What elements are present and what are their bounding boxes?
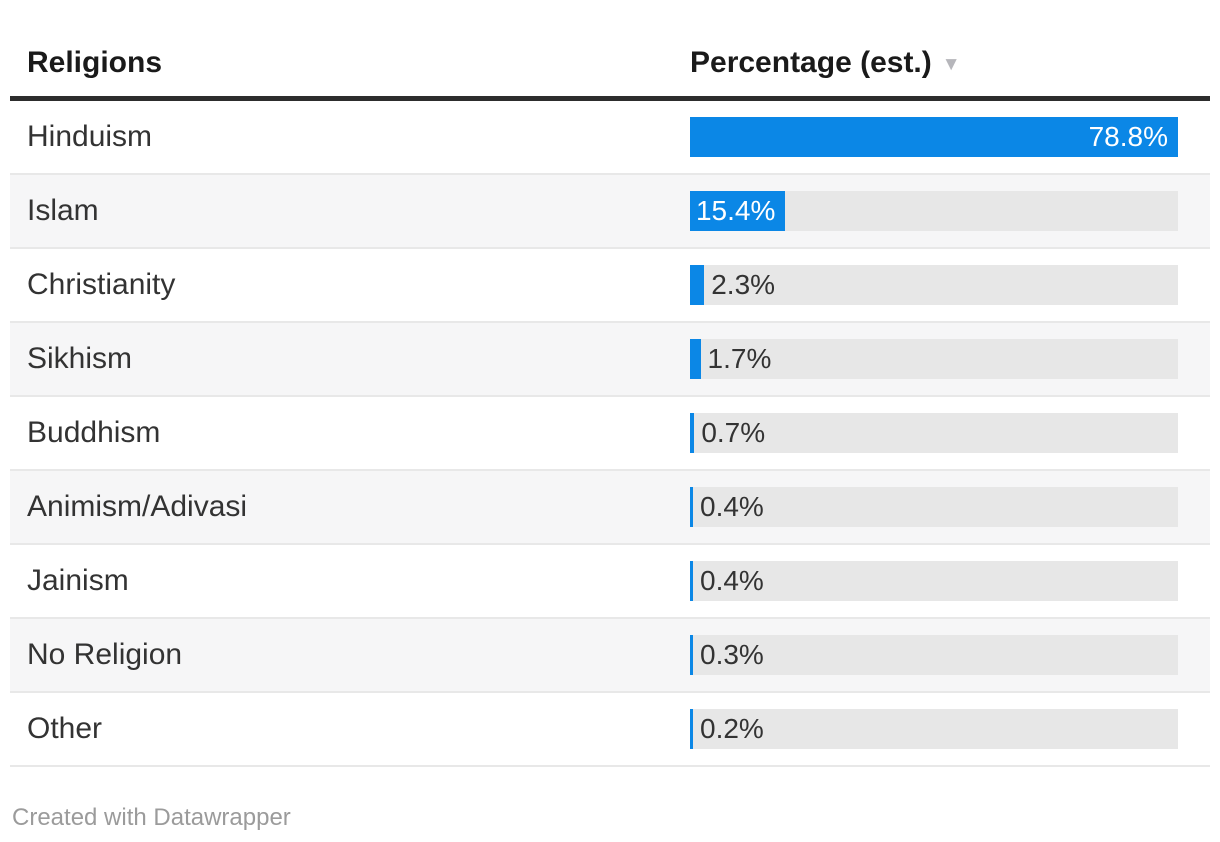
table-row: Hinduism 78.8% [10, 101, 1210, 175]
bar-value-label: 2.3% [711, 269, 776, 300]
religion-label: Sikhism [27, 342, 133, 375]
religion-label: Hinduism [27, 120, 153, 153]
bar-track: 0.4% [690, 487, 1178, 527]
bar [690, 635, 693, 675]
table-header-row: Religions Percentage (est.) ▼ [10, 0, 1210, 101]
bar-value-label: 15.4% [695, 195, 776, 226]
religion-label: Islam [27, 194, 99, 227]
bar-track: 0.2% [690, 709, 1178, 749]
bar [690, 487, 693, 527]
religion-label: Christianity [27, 268, 176, 301]
table-row: Islam 15.4% [10, 175, 1210, 249]
column-header-percentage[interactable]: Percentage (est.) ▼ [690, 48, 1178, 78]
bar-track: 15.4% [690, 191, 1178, 231]
bar-value-label: 78.8% [1088, 121, 1168, 152]
bar-value-label: 0.7% [701, 417, 766, 448]
religion-label: Animism/Adivasi [27, 490, 248, 523]
column-header-religions[interactable]: Religions [27, 46, 163, 79]
bar-value-label: 0.2% [700, 713, 764, 744]
bar-track: 0.3% [690, 635, 1178, 675]
table-row: Jainism 0.4% [10, 545, 1210, 619]
table-body: Hinduism 78.8% Islam 15.4% Christianity … [10, 101, 1210, 767]
bar-track: 0.7% [690, 413, 1178, 453]
religion-label: Buddhism [27, 416, 161, 449]
bar [690, 339, 701, 379]
religion-label: Other [27, 712, 103, 745]
table-row: Other 0.2% [10, 693, 1210, 767]
table-row: Animism/Adivasi 0.4% [10, 471, 1210, 545]
bar-track: 2.3% [690, 265, 1178, 305]
bar-value-label: 0.4% [700, 491, 764, 522]
table-row: Christianity 2.3% [10, 249, 1210, 323]
bar [690, 265, 705, 305]
credit-text: Created with Datawrapper [12, 804, 291, 831]
sort-descending-icon: ▼ [941, 54, 961, 75]
bar-value-label: 0.3% [700, 639, 764, 670]
bar-track: 78.8% [690, 117, 1178, 157]
religion-percentage-table: Religions Percentage (est.) ▼ Hinduism 78… [10, 0, 1210, 767]
bar [690, 709, 693, 749]
bar [690, 413, 695, 453]
bar [690, 561, 693, 601]
column-header-percentage-label: Percentage (est.) [690, 46, 932, 79]
table-row: No Religion 0.3% [10, 619, 1210, 693]
bar-value-label: 0.4% [700, 565, 764, 596]
bar-track: 0.4% [690, 561, 1178, 601]
religion-label: No Religion [27, 638, 183, 671]
bar-value-label: 1.7% [707, 343, 772, 374]
religion-label: Jainism [27, 564, 129, 597]
table-row: Sikhism 1.7% [10, 323, 1210, 397]
bar-track: 1.7% [690, 339, 1178, 379]
bar: 15.4% [690, 191, 786, 231]
table-row: Buddhism 0.7% [10, 397, 1210, 471]
bar: 78.8% [690, 117, 1178, 157]
